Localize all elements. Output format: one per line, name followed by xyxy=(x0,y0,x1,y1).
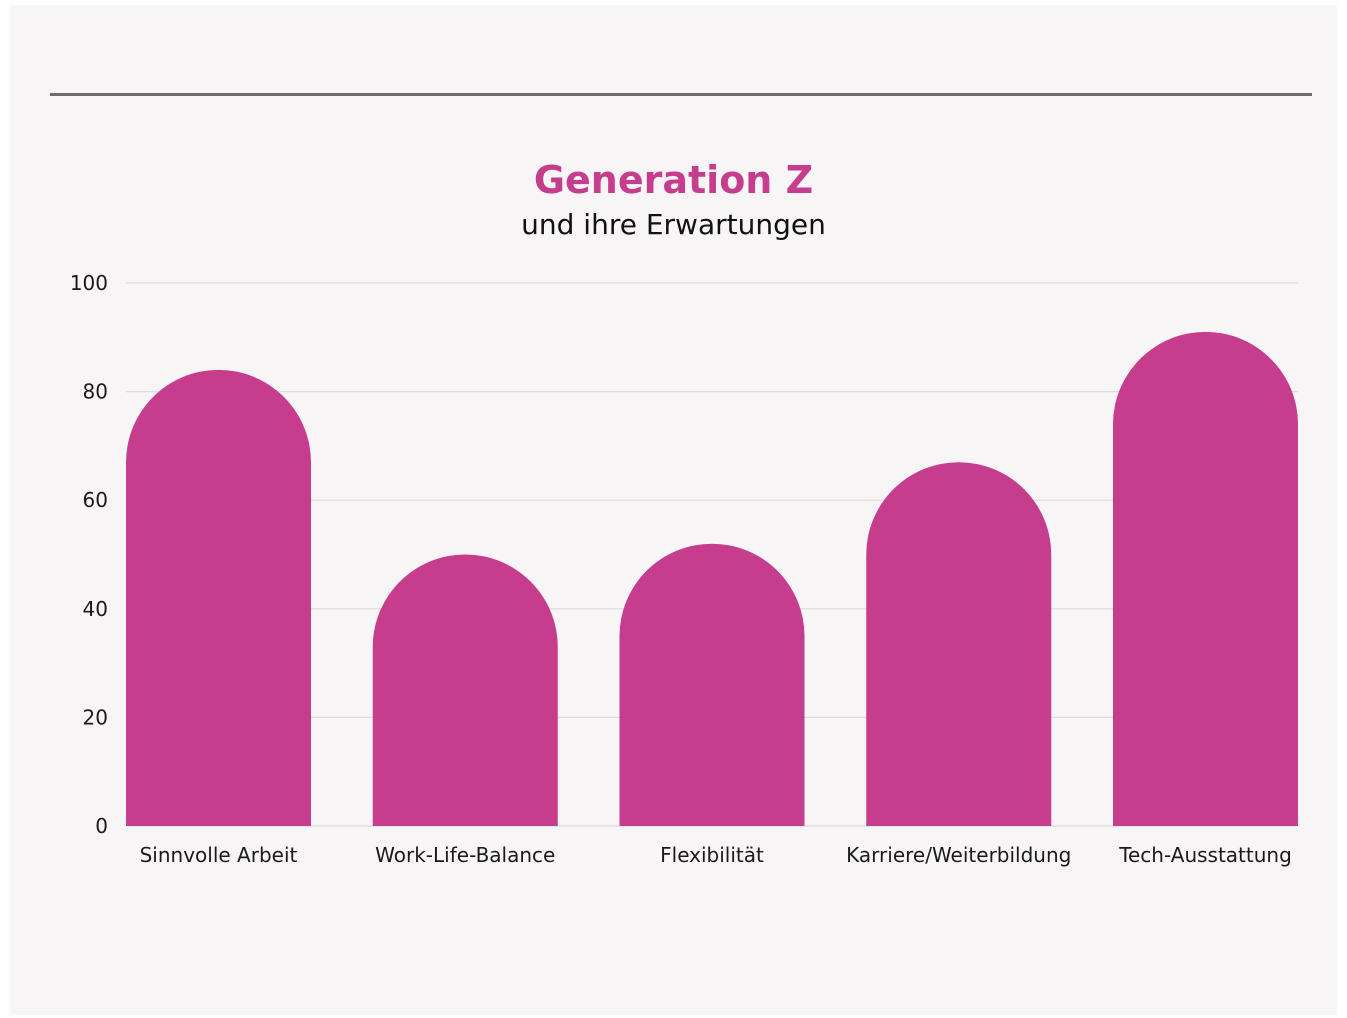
top-divider xyxy=(50,93,1312,96)
y-tick-label: 100 xyxy=(70,271,108,295)
y-tick-label: 40 xyxy=(83,597,108,621)
x-category-label: Sinnvolle Arbeit xyxy=(140,843,298,867)
bar-0 xyxy=(126,369,311,826)
bar-1 xyxy=(372,554,558,826)
y-tick-label: 80 xyxy=(83,380,108,404)
x-category-label: Work-Life-Balance xyxy=(375,843,555,867)
chart-title: Generation Z xyxy=(533,158,814,202)
bar-4 xyxy=(1113,331,1298,826)
x-axis-labels: Sinnvolle Arbeit Work-Life-Balance Flexibi… xyxy=(140,843,1292,867)
x-category-label: Tech-Ausstattung xyxy=(1118,843,1292,867)
y-axis-ticks: 0 20 40 60 80 100 xyxy=(70,271,108,838)
bars xyxy=(126,331,1298,826)
bar-3 xyxy=(866,462,1052,826)
bar-2 xyxy=(619,543,805,826)
y-tick-label: 60 xyxy=(83,488,108,512)
y-tick-label: 0 xyxy=(95,814,108,838)
chart-subtitle: und ihre Erwartungen xyxy=(521,208,826,241)
x-category-label: Karriere/Weiterbildung xyxy=(846,843,1071,867)
x-category-label: Flexibilität xyxy=(660,843,764,867)
y-tick-label: 20 xyxy=(83,705,108,729)
